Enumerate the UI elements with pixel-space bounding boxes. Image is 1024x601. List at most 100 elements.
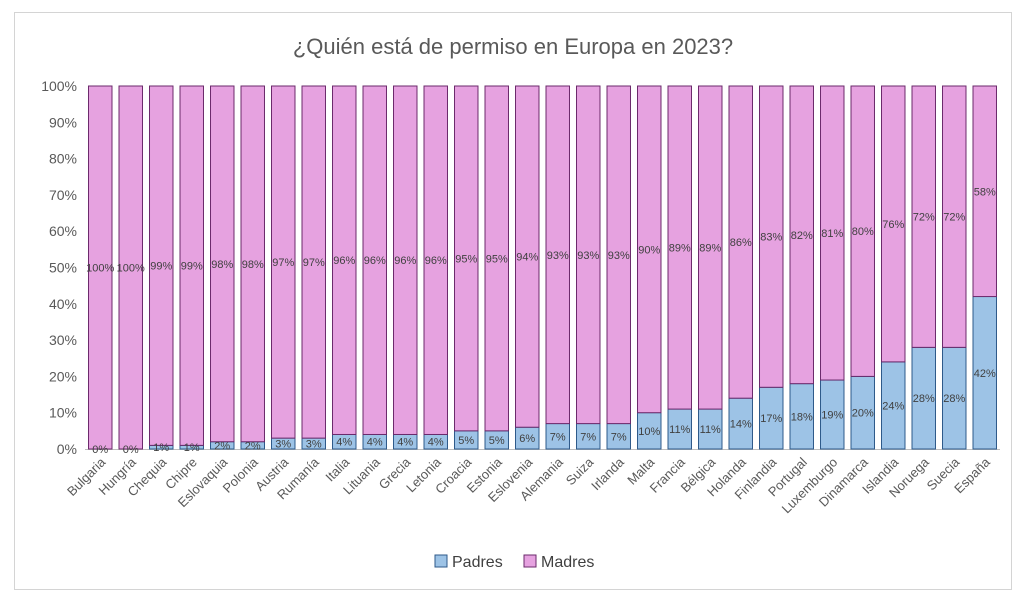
bar-madres bbox=[820, 85, 845, 381]
y-tick-label: 80% bbox=[49, 151, 77, 167]
bar-madres bbox=[88, 85, 113, 450]
data-label-madres: 89% bbox=[669, 243, 691, 255]
data-label-madres: 72% bbox=[943, 212, 965, 224]
data-label-padres: 3% bbox=[306, 439, 322, 451]
chart-title: ¿Quién está de permiso en Europa en 2023… bbox=[293, 34, 733, 59]
data-label-madres: 99% bbox=[150, 261, 172, 273]
data-label-padres: 4% bbox=[367, 437, 383, 449]
y-tick-label: 40% bbox=[49, 296, 77, 312]
bar-madres bbox=[362, 85, 387, 435]
data-label-madres: 89% bbox=[699, 243, 721, 255]
data-label-madres: 99% bbox=[181, 261, 203, 273]
data-label-madres: 93% bbox=[608, 250, 630, 262]
data-label-madres: 80% bbox=[852, 226, 874, 238]
data-label-madres: 76% bbox=[882, 219, 904, 231]
bar-madres bbox=[423, 85, 448, 435]
plot-area: 0% 100% 0% 100% 1% 99% 1% 99% 2% 98% 2% 98% 3% 97% 3% 9… bbox=[86, 85, 997, 456]
data-label-madres: 96% bbox=[333, 255, 355, 267]
data-label-madres: 86% bbox=[730, 237, 752, 249]
data-label-madres: 96% bbox=[394, 255, 416, 267]
y-tick-label: 60% bbox=[49, 223, 77, 239]
bar-madres bbox=[210, 85, 235, 443]
data-label-padres: 17% bbox=[760, 413, 782, 425]
data-label-padres: 4% bbox=[397, 437, 413, 449]
data-label-padres: 0% bbox=[92, 444, 108, 456]
data-label-padres: 18% bbox=[791, 411, 813, 423]
data-label-padres: 0% bbox=[123, 444, 139, 456]
data-label-madres: 98% bbox=[211, 259, 233, 271]
bar-madres bbox=[301, 85, 326, 439]
y-tick-label: 20% bbox=[49, 368, 77, 384]
data-label-padres: 11% bbox=[669, 424, 690, 436]
data-label-padres: 42% bbox=[974, 368, 996, 380]
data-label-padres: 28% bbox=[913, 393, 935, 405]
y-tick-label: 90% bbox=[49, 114, 77, 130]
legend-swatch-madres bbox=[523, 554, 537, 568]
data-label-madres: 82% bbox=[791, 230, 813, 242]
bar-madres bbox=[545, 85, 570, 425]
data-label-padres: 4% bbox=[428, 437, 444, 449]
y-tick-label: 100% bbox=[41, 78, 77, 94]
bar-madres bbox=[576, 85, 601, 425]
bar-madres bbox=[454, 85, 479, 432]
y-tick-label: 70% bbox=[49, 187, 77, 203]
data-label-madres: 81% bbox=[821, 228, 843, 240]
bar-madres bbox=[698, 85, 723, 410]
data-label-padres: 24% bbox=[882, 400, 904, 412]
bar-madres bbox=[911, 85, 936, 348]
bar-madres bbox=[179, 85, 204, 446]
data-label-madres: 72% bbox=[913, 212, 935, 224]
bar-madres bbox=[972, 85, 997, 298]
legend: Padres Madres bbox=[434, 554, 594, 571]
data-label-padres: 5% bbox=[489, 435, 505, 447]
data-label-padres: 28% bbox=[943, 393, 965, 405]
data-label-padres: 3% bbox=[275, 439, 291, 451]
bar-madres bbox=[149, 85, 174, 446]
bar-madres bbox=[789, 85, 814, 385]
data-label-padres: 6% bbox=[519, 433, 535, 445]
data-label-padres: 1% bbox=[184, 442, 200, 454]
bar-madres bbox=[332, 85, 357, 435]
data-label-padres: 19% bbox=[821, 410, 843, 422]
chart: ¿Quién está de permiso en Europa en 2023… bbox=[41, 34, 1000, 571]
legend-swatch-padres bbox=[434, 554, 448, 568]
data-label-padres: 7% bbox=[580, 431, 596, 443]
data-label-madres: 96% bbox=[364, 255, 386, 267]
data-label-padres: 20% bbox=[852, 408, 874, 420]
data-label-padres: 2% bbox=[245, 440, 261, 452]
data-label-madres: 100% bbox=[86, 263, 114, 275]
y-tick-label: 0% bbox=[57, 441, 77, 457]
legend-label-madres: Madres bbox=[541, 554, 594, 571]
bar-madres bbox=[606, 85, 631, 425]
bar-madres bbox=[240, 85, 265, 443]
bar-madres bbox=[515, 85, 540, 428]
data-label-madres: 97% bbox=[303, 257, 325, 269]
data-label-madres: 93% bbox=[547, 250, 569, 262]
legend-label-padres: Padres bbox=[452, 554, 503, 571]
bar-madres bbox=[118, 85, 143, 450]
data-label-madres: 95% bbox=[455, 253, 477, 265]
bar-madres bbox=[728, 85, 753, 399]
data-label-madres: 93% bbox=[577, 250, 599, 262]
data-label-padres: 11% bbox=[700, 424, 721, 436]
data-label-madres: 97% bbox=[272, 257, 294, 269]
data-label-padres: 1% bbox=[153, 442, 169, 454]
data-label-madres: 100% bbox=[117, 263, 145, 275]
data-label-padres: 4% bbox=[336, 437, 352, 449]
bar-madres bbox=[759, 85, 784, 388]
bar-madres bbox=[271, 85, 296, 439]
data-label-padres: 2% bbox=[214, 440, 230, 452]
bar-madres bbox=[484, 85, 509, 432]
bar-madres bbox=[942, 85, 967, 348]
bar-madres bbox=[393, 85, 418, 435]
data-label-madres: 98% bbox=[242, 259, 264, 271]
y-tick-label: 30% bbox=[49, 332, 77, 348]
data-label-padres: 7% bbox=[611, 431, 627, 443]
y-tick-label: 50% bbox=[49, 260, 77, 276]
chart-frame: ¿Quién está de permiso en Europa en 2023… bbox=[14, 12, 1012, 590]
y-tick-label: 10% bbox=[49, 405, 77, 421]
x-axis: BulgariaHungríaChequiaChipreEslovaquiaPo… bbox=[64, 454, 993, 516]
data-label-madres: 94% bbox=[516, 252, 538, 264]
data-label-padres: 14% bbox=[730, 419, 752, 431]
data-label-madres: 95% bbox=[486, 253, 508, 265]
